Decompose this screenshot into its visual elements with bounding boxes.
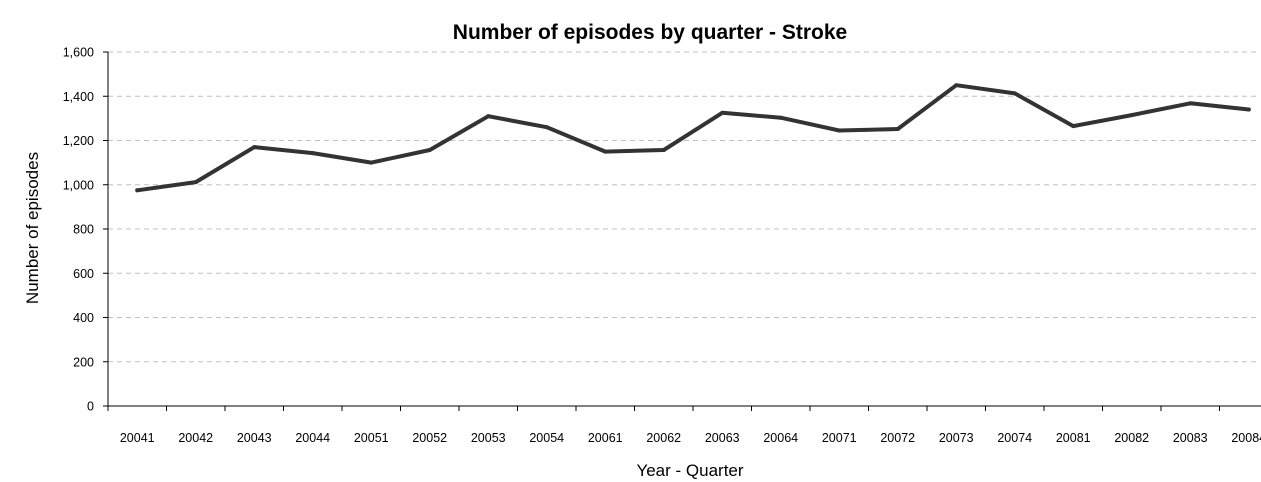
- x-tick-label: 20054: [529, 431, 564, 445]
- y-tick-label: 800: [73, 223, 94, 237]
- data-point: [661, 148, 666, 153]
- data-point: [1188, 101, 1193, 106]
- y-tick-label: 1,400: [63, 90, 94, 104]
- data-point: [1071, 124, 1076, 129]
- x-tick-label: 20081: [1056, 431, 1091, 445]
- x-tick-label: 20084: [1231, 431, 1261, 445]
- x-tick-label: 20044: [295, 431, 330, 445]
- chart-title: Number of episodes by quarter - Stroke: [453, 21, 847, 44]
- y-axis-label: Number of episodes: [23, 152, 42, 304]
- data-point: [310, 151, 315, 156]
- data-point: [544, 125, 549, 130]
- x-tick-label: 20082: [1114, 431, 1149, 445]
- x-axis-ticks: 20041 20042 20043 20044 20051 20052 20053 20054…: [107, 406, 1261, 445]
- x-tick-label: 20063: [705, 431, 740, 445]
- data-point: [720, 110, 725, 115]
- x-tick-label: 20083: [1173, 431, 1208, 445]
- data-point: [486, 114, 491, 119]
- y-tick-label: 0: [87, 400, 94, 414]
- data-point: [135, 188, 140, 193]
- data-point: [778, 115, 783, 120]
- x-tick-label: 20071: [822, 431, 857, 445]
- x-tick-label: 20062: [646, 431, 681, 445]
- x-axis-label: Year - Quarter: [636, 461, 743, 480]
- x-tick-label: 20061: [588, 431, 623, 445]
- x-tick-label: 20052: [412, 431, 447, 445]
- x-tick-label: 20073: [939, 431, 974, 445]
- data-point: [895, 126, 900, 131]
- y-tick-label: 600: [73, 267, 94, 281]
- y-tick-label: 1,600: [63, 46, 94, 60]
- series: [135, 83, 1251, 193]
- y-tick-label: 1,200: [63, 134, 94, 148]
- x-tick-label: 20053: [471, 431, 506, 445]
- y-tick-label: 400: [73, 311, 94, 325]
- y-tick-label: 1,000: [63, 178, 94, 192]
- data-point: [1246, 107, 1251, 112]
- x-tick-label: 20051: [354, 431, 389, 445]
- x-tick-label: 20074: [997, 431, 1032, 445]
- x-tick-label: 20042: [178, 431, 213, 445]
- x-tick-label: 20041: [120, 431, 155, 445]
- series-line: [135, 83, 1251, 193]
- data-point: [193, 180, 198, 185]
- data-point: [252, 145, 257, 150]
- y-tick-label: 200: [73, 355, 94, 369]
- data-point: [1012, 91, 1017, 96]
- x-tick-label: 20072: [880, 431, 915, 445]
- data-point: [369, 160, 374, 165]
- data-point: [603, 149, 608, 154]
- gridlines: [108, 51, 1259, 363]
- y-axis-ticks: 0 200 400 600 800 1,000 1,200 1,400 1,600: [63, 46, 108, 414]
- data-point: [427, 148, 432, 153]
- data-point: [837, 128, 842, 133]
- data-point: [1129, 113, 1134, 118]
- x-tick-label: 20064: [763, 431, 798, 445]
- data-point: [954, 83, 959, 88]
- x-tick-label: 20043: [237, 431, 272, 445]
